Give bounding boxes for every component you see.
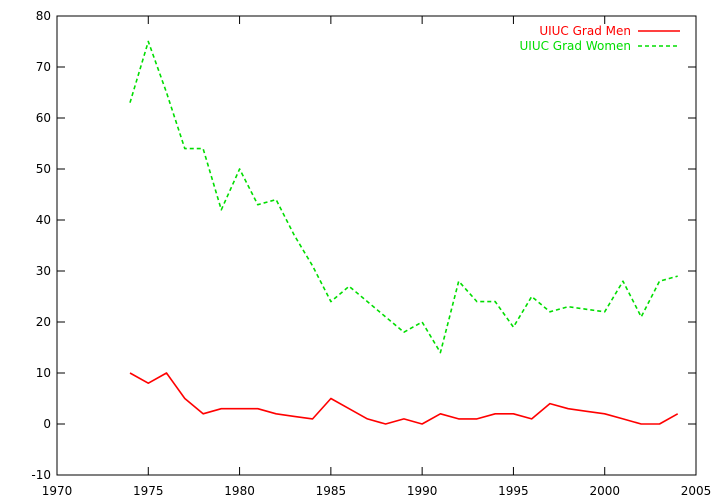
x-tick-label: 2005 bbox=[681, 484, 712, 498]
y-tick-label: 40 bbox=[36, 213, 51, 227]
x-tick-label: 1970 bbox=[42, 484, 73, 498]
x-tick-label: 1990 bbox=[407, 484, 438, 498]
x-tick-label: 1995 bbox=[498, 484, 529, 498]
y-tick-label: 70 bbox=[36, 60, 51, 74]
series-line-2 bbox=[129, 40, 678, 354]
plot-frame bbox=[56, 15, 697, 476]
axis-ticks bbox=[56, 15, 697, 476]
x-tick-label: 1980 bbox=[224, 484, 255, 498]
legend-label-1: UIUC Grad Men bbox=[539, 24, 631, 38]
series-line-1 bbox=[129, 372, 679, 425]
x-tick-label: 2000 bbox=[589, 484, 620, 498]
y-tick-label: 10 bbox=[36, 366, 51, 380]
y-tick-label: 60 bbox=[36, 111, 51, 125]
x-tick-label: 1985 bbox=[316, 484, 347, 498]
legend-label-2: UIUC Grad Women bbox=[520, 39, 632, 53]
x-tick-label: 1975 bbox=[133, 484, 164, 498]
y-tick-label: 20 bbox=[36, 315, 51, 329]
y-tick-label: 80 bbox=[36, 9, 51, 23]
y-tick-label: 0 bbox=[43, 417, 51, 431]
y-tick-label: -10 bbox=[31, 468, 51, 482]
y-tick-label: 30 bbox=[36, 264, 51, 278]
axis-tick-labels: 1970 1975 1980 1985 1990 1995 2000 2005 -10 0 10 20… bbox=[31, 9, 711, 498]
series-lines bbox=[129, 40, 679, 425]
y-tick-label: 50 bbox=[36, 162, 51, 176]
